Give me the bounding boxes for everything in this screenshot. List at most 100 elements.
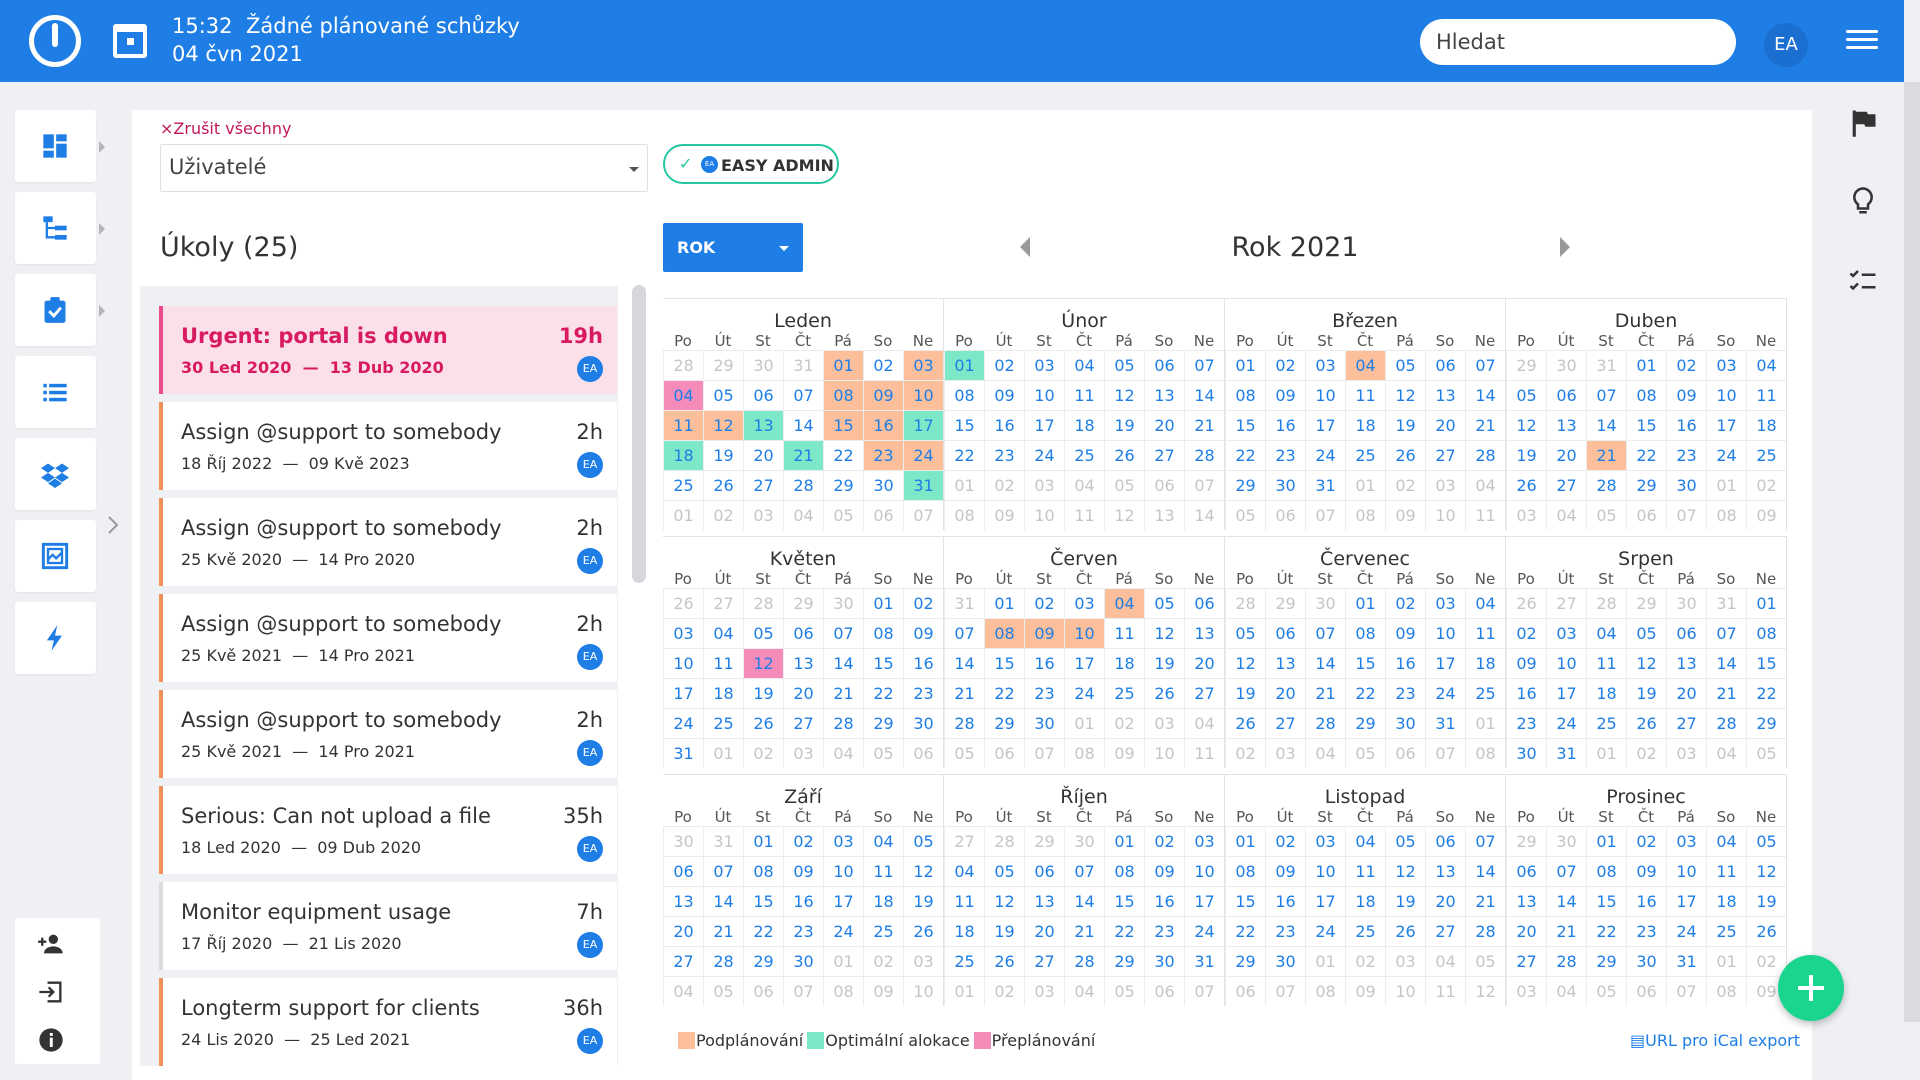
day-cell[interactable]: 08 (1225, 856, 1265, 886)
flag-icon[interactable] (1848, 108, 1878, 138)
task-assignee-avatar[interactable]: EA (577, 644, 603, 670)
day-cell[interactable]: 12 (1746, 856, 1786, 886)
day-cell[interactable]: 25 (1706, 916, 1746, 946)
day-cell[interactable]: 18 (1104, 648, 1144, 678)
day-cell[interactable]: 27 (1265, 708, 1305, 738)
day-cell[interactable]: 31 (1425, 708, 1465, 738)
day-cell[interactable]: 04 (1586, 618, 1626, 648)
add-fab-button[interactable] (1778, 955, 1844, 1021)
day-cell[interactable]: 03 (823, 826, 863, 856)
day-cell[interactable]: 04 (1064, 350, 1104, 380)
day-cell[interactable]: 16 (1144, 886, 1184, 916)
task-item[interactable]: Assign @support to somebody 2h 25 Kvě 2021… (159, 690, 617, 778)
day-cell[interactable]: 19 (984, 916, 1024, 946)
task-item[interactable]: Serious: Can not upload a file 35h 18 Led … (159, 786, 617, 874)
task-item[interactable]: Longterm support for clients 36h 24 Lis 20… (159, 978, 617, 1066)
day-cell[interactable]: 27 (1546, 470, 1586, 500)
month-name[interactable]: Leden (663, 298, 944, 332)
task-name[interactable]: Assign @support to somebody (181, 516, 502, 540)
day-cell[interactable]: 10 (1064, 618, 1104, 648)
day-cell[interactable]: 18 (1465, 648, 1505, 678)
day-cell[interactable]: 07 (1465, 350, 1505, 380)
month-name[interactable]: Listopad (1225, 774, 1506, 808)
day-cell[interactable]: 11 (1104, 618, 1144, 648)
day-cell[interactable]: 10 (1305, 380, 1345, 410)
task-item[interactable]: Assign @support to somebody 2h 25 Kvě 2020… (159, 498, 617, 586)
day-cell[interactable]: 20 (663, 916, 703, 946)
day-cell[interactable]: 15 (863, 648, 903, 678)
day-cell[interactable]: 10 (823, 856, 863, 886)
day-cell[interactable]: 30 (1385, 708, 1425, 738)
day-cell[interactable]: 05 (1144, 588, 1184, 618)
day-cell[interactable]: 26 (743, 708, 783, 738)
day-cell[interactable]: 10 (1184, 856, 1224, 886)
day-cell[interactable]: 25 (1104, 678, 1144, 708)
day-cell[interactable]: 06 (1184, 588, 1224, 618)
day-cell[interactable]: 24 (903, 440, 943, 470)
day-cell[interactable]: 29 (1586, 946, 1626, 976)
day-cell[interactable]: 06 (1144, 350, 1184, 380)
day-cell[interactable]: 14 (1465, 380, 1505, 410)
day-cell[interactable]: 25 (1345, 440, 1385, 470)
logo-icon[interactable] (29, 15, 81, 67)
day-cell[interactable]: 19 (903, 886, 943, 916)
day-cell[interactable]: 29 (1104, 946, 1144, 976)
day-cell[interactable]: 30 (1024, 708, 1064, 738)
day-cell[interactable]: 29 (984, 708, 1024, 738)
month-name[interactable]: Duben (1506, 298, 1787, 332)
day-cell[interactable]: 06 (1024, 856, 1064, 886)
day-cell[interactable]: 15 (1586, 886, 1626, 916)
day-cell[interactable]: 12 (1144, 618, 1184, 648)
day-cell[interactable]: 23 (1666, 440, 1706, 470)
day-cell[interactable]: 19 (1746, 886, 1786, 916)
day-cell[interactable]: 14 (1305, 648, 1345, 678)
day-cell[interactable]: 09 (1144, 856, 1184, 886)
day-cell[interactable]: 02 (984, 350, 1024, 380)
day-cell[interactable]: 25 (1465, 678, 1505, 708)
search-input[interactable] (1420, 19, 1736, 65)
day-cell[interactable]: 13 (1144, 380, 1184, 410)
task-item[interactable]: Urgent: portal is down 19h 30 Led 2020 — 1… (159, 306, 617, 394)
day-cell[interactable]: 07 (1305, 618, 1345, 648)
day-cell[interactable]: 08 (1345, 618, 1385, 648)
menu-icon[interactable] (1846, 30, 1878, 52)
day-cell[interactable]: 24 (663, 708, 703, 738)
day-cell[interactable]: 01 (984, 588, 1024, 618)
day-cell[interactable]: 17 (903, 410, 943, 440)
day-cell[interactable]: 04 (944, 856, 984, 886)
day-cell[interactable]: 30 (783, 946, 823, 976)
day-cell[interactable]: 21 (1546, 916, 1586, 946)
month-name[interactable]: Květen (663, 536, 944, 570)
day-cell[interactable]: 05 (903, 826, 943, 856)
day-cell[interactable]: 07 (1064, 856, 1104, 886)
day-cell[interactable]: 25 (1586, 708, 1626, 738)
day-cell[interactable]: 05 (743, 618, 783, 648)
info-icon[interactable] (37, 1026, 65, 1054)
day-cell[interactable]: 11 (663, 410, 703, 440)
day-cell[interactable]: 14 (703, 886, 743, 916)
day-cell[interactable]: 19 (1626, 678, 1666, 708)
day-cell[interactable]: 26 (984, 946, 1024, 976)
day-cell[interactable]: 24 (823, 916, 863, 946)
day-cell[interactable]: 21 (823, 678, 863, 708)
day-cell[interactable]: 14 (1064, 886, 1104, 916)
day-cell[interactable]: 30 (1626, 946, 1666, 976)
day-cell[interactable]: 17 (1024, 410, 1064, 440)
day-cell[interactable]: 12 (1104, 380, 1144, 410)
day-cell[interactable]: 10 (663, 648, 703, 678)
day-cell[interactable]: 18 (1706, 886, 1746, 916)
page-scrollbar[interactable] (1904, 82, 1920, 1022)
day-cell[interactable]: 13 (743, 410, 783, 440)
day-cell[interactable]: 04 (1345, 826, 1385, 856)
day-cell[interactable]: 15 (984, 648, 1024, 678)
day-cell[interactable]: 18 (863, 886, 903, 916)
user-avatar[interactable]: EA (1764, 23, 1808, 67)
day-cell[interactable]: 21 (1706, 678, 1746, 708)
day-cell[interactable]: 19 (1144, 648, 1184, 678)
day-cell[interactable]: 22 (1225, 916, 1265, 946)
day-cell[interactable]: 21 (944, 678, 984, 708)
day-cell[interactable]: 23 (1144, 916, 1184, 946)
task-assignee-avatar[interactable]: EA (577, 1028, 603, 1054)
day-cell[interactable]: 30 (863, 470, 903, 500)
month-name[interactable]: Září (663, 774, 944, 808)
